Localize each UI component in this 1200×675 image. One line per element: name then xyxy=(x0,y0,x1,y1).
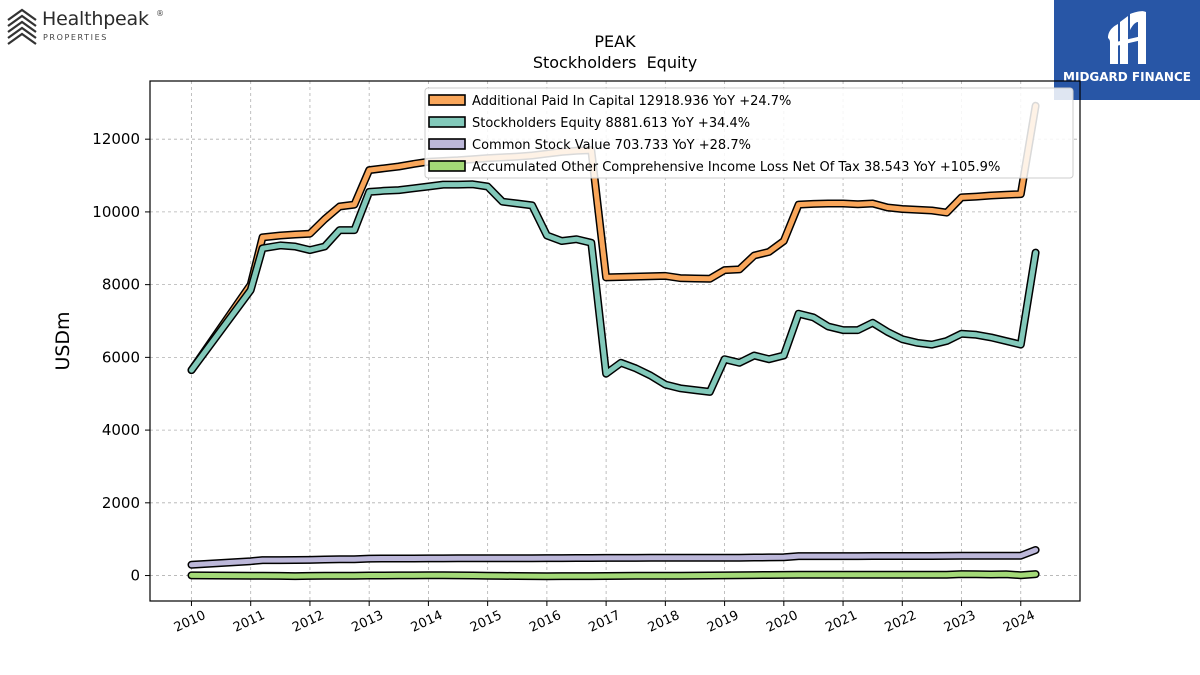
chart-title: PEAK xyxy=(594,32,636,51)
x-tick-label: 2016 xyxy=(527,608,563,636)
legend: Additional Paid In Capital 12918.936 YoY… xyxy=(424,87,1074,179)
y-axis-ticks: 0 2000 4000 6000 8000 10000 12000 xyxy=(92,130,150,585)
legend-swatch xyxy=(428,160,466,172)
y-tick-label: 6000 xyxy=(102,348,140,366)
y-axis-label: USDm xyxy=(52,311,74,370)
y-tick-label: 12000 xyxy=(92,130,140,148)
legend-swatch xyxy=(428,116,466,128)
legend-swatch xyxy=(428,94,466,106)
y-tick-label: 4000 xyxy=(102,421,140,439)
x-tick-label: 2020 xyxy=(764,608,800,636)
x-tick-label: 2021 xyxy=(823,608,859,636)
series-line-outline-1 xyxy=(187,180,1040,396)
x-tick-label: 2022 xyxy=(883,608,919,636)
series-line-2 xyxy=(189,547,1039,568)
x-tick-label: 2014 xyxy=(409,608,445,636)
y-tick-label: 8000 xyxy=(102,276,140,294)
x-tick-label: 2024 xyxy=(1001,608,1037,636)
legend-entry: Accumulated Other Comprehensive Income L… xyxy=(472,160,1000,175)
chart-subtitle: Stockholders Equity xyxy=(533,53,697,72)
midgard-mark-icon xyxy=(1108,11,1146,64)
x-tick-label: 2010 xyxy=(172,608,208,636)
x-tick-label: 2019 xyxy=(705,608,741,636)
y-tick-label: 10000 xyxy=(92,203,140,221)
x-tick-label: 2018 xyxy=(646,608,682,636)
midgard-finance-logo: MIDGARD FINANCE xyxy=(1054,0,1200,100)
series-line-3 xyxy=(189,571,1039,579)
legend-entry: Additional Paid In Capital 12918.936 YoY… xyxy=(472,94,791,109)
x-tick-label: 2015 xyxy=(468,608,504,636)
x-axis-ticks: 2010 2011 2012 2013 2014 2015 2016 2017 2018 2019… xyxy=(172,601,1037,636)
midgard-finance-name: MIDGARD FINANCE xyxy=(1063,70,1191,84)
healthpeak-mark-icon xyxy=(7,8,37,45)
x-tick-label: 2011 xyxy=(231,608,267,636)
healthpeak-logo-sub: PROPERTIES xyxy=(43,33,108,42)
x-tick-label: 2013 xyxy=(350,608,386,636)
x-tick-label: 2017 xyxy=(586,608,622,636)
x-tick-label: 2012 xyxy=(290,608,326,636)
series-lines xyxy=(187,101,1040,581)
healthpeak-logo: Healthpeak ® PROPERTIES xyxy=(6,6,176,46)
healthpeak-logo-name: Healthpeak xyxy=(42,8,149,30)
legend-box xyxy=(424,87,1074,179)
series-line-0 xyxy=(189,103,1039,373)
x-tick-label: 2023 xyxy=(942,608,978,636)
healthpeak-logo-reg: ® xyxy=(156,9,164,18)
y-tick-label: 0 xyxy=(130,567,140,585)
legend-entry: Stockholders Equity 8881.613 YoY +34.4% xyxy=(472,116,750,131)
legend-swatch xyxy=(428,138,466,150)
legend-entry: Common Stock Value 703.733 YoY +28.7% xyxy=(472,138,751,153)
series-line-1 xyxy=(189,181,1039,395)
plot-frame xyxy=(149,80,1081,602)
y-tick-label: 2000 xyxy=(102,494,140,512)
